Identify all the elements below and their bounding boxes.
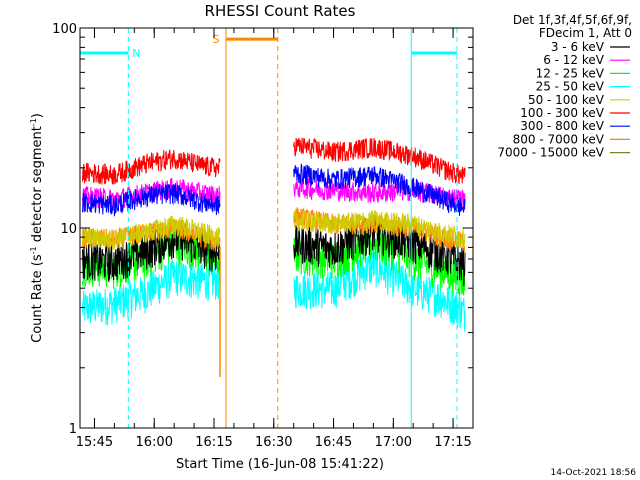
y-tick-label: 1 [69, 422, 77, 437]
legend-header-line-1: Det 1f,3f,4f,5f,6f,9f, [513, 13, 632, 27]
legend-label-4: 50 - 100 keV [528, 93, 605, 107]
y-axis-label: Count Rate (s-1 detector segment-1) [29, 113, 45, 343]
interval-label-2: S [212, 33, 219, 46]
series-line-segment-1 [293, 249, 466, 332]
legend-label-7: 800 - 7000 keV [513, 132, 605, 146]
x-tick-label: 15:45 [76, 435, 113, 450]
legend: Det 1f,3f,4f,5f,6f,9f, FDecim 1, Att 0 3… [497, 13, 632, 160]
series-line-segment-0 [82, 149, 221, 185]
legend-label-8: 7000 - 15000 keV [497, 146, 604, 160]
axis-layer: 1 10 100 15:45 16:00 16:15 16:30 16:45 17:00 17:1… [52, 22, 474, 450]
legend-label-6: 300 - 800 keV [520, 119, 604, 133]
x-tick-label: 16:45 [315, 435, 352, 450]
legend-label-0: 3 - 6 keV [551, 40, 605, 54]
plot-area: NS [79, 28, 466, 428]
y-axis-label-prefix: Count Rate (s [30, 254, 45, 343]
series-6-trace [82, 163, 466, 217]
x-tick-label: 17:15 [434, 435, 471, 450]
x-tick-label: 16:15 [195, 435, 232, 450]
footer-timestamp: 14-Oct-2021 18:56 [551, 468, 637, 478]
series-line-segment-1 [293, 210, 466, 248]
y-axis-label-sup2: -1 [29, 118, 38, 126]
series-layer [82, 137, 466, 332]
series-line-segment-0 [82, 215, 221, 251]
legend-header-line-2: FDecim 1, Att 0 [539, 26, 632, 40]
series-4-trace [82, 210, 466, 251]
x-tick-label: 16:00 [136, 435, 173, 450]
x-axis-label: Start Time (16-Jun-08 15:41:22) [176, 457, 384, 472]
x-tick-label: 17:00 [375, 435, 412, 450]
series-line-segment-0 [82, 183, 221, 217]
series-line-segment-1 [293, 225, 466, 297]
y-axis-label-sup1: -1 [29, 246, 38, 254]
x-tick-label: 16:30 [255, 435, 292, 450]
series-line-segment-0 [82, 259, 221, 326]
legend-label-3: 25 - 50 keV [536, 80, 605, 94]
series-line-segment-1 [293, 137, 466, 184]
chart-title: RHESSI Count Rates [205, 2, 356, 20]
series-5-trace [82, 137, 466, 185]
interval-label-0: N [132, 47, 140, 60]
series-line-segment-1 [293, 215, 466, 287]
y-axis-label-suffix: ) [30, 113, 45, 118]
series-line-segment-1 [293, 163, 466, 216]
y-tick-label: 100 [52, 22, 77, 37]
legend-label-5: 100 - 300 keV [520, 106, 604, 120]
legend-label-2: 12 - 25 keV [536, 66, 605, 80]
legend-label-1: 6 - 12 keV [543, 53, 605, 67]
series-3-trace [82, 249, 466, 332]
y-tick-label: 10 [60, 222, 77, 237]
y-axis-label-middle: detector segment [30, 126, 45, 246]
